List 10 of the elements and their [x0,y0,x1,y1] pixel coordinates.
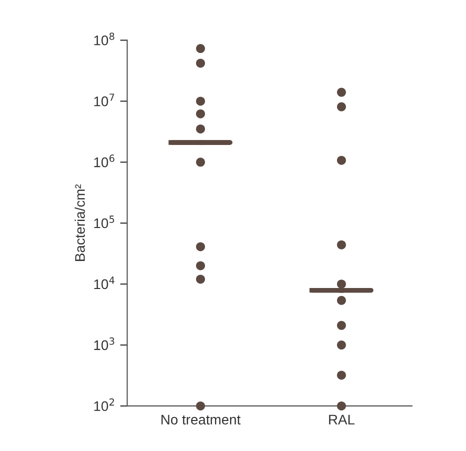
y-tick-label: 10$^{4}$ [94,276,114,290]
y-tick-label: 10$^{7}$ [94,94,114,106]
y-tick-label: 10$^{6}$ [94,154,114,168]
y-tick-label: 10$^{3}$ [94,337,114,350]
y-tick-label: 10$^{2}$ [94,398,114,412]
y-axis-title: Bacteria/cm² [74,184,85,261]
y-tick-label: 10$^{8}$ [94,32,114,46]
y-tick-label: 10$^{5}$ [94,216,114,228]
x-tick-label: No treatment [162,414,241,425]
x-tick-label: RAL [329,414,355,424]
